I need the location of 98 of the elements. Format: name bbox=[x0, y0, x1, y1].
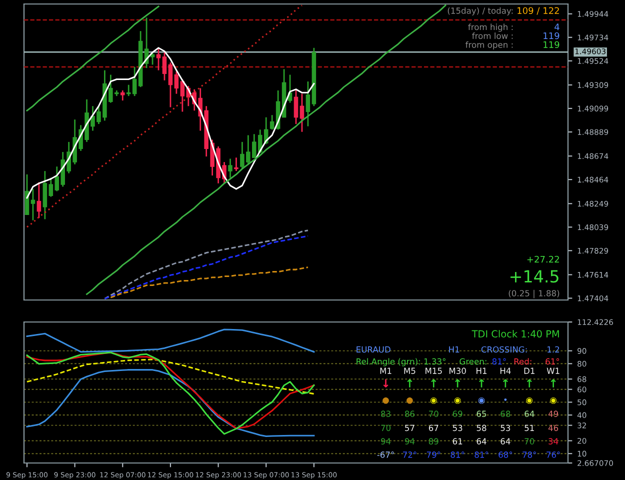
annotation: 68 bbox=[500, 410, 510, 417]
annotation: M30 bbox=[449, 368, 466, 374]
annotation: +14.5 bbox=[510, 270, 558, 283]
annotation: ◉ bbox=[478, 397, 485, 404]
annotation: -67° bbox=[377, 452, 394, 458]
annotation: 58 bbox=[476, 424, 486, 432]
annotation: D1 bbox=[524, 368, 534, 374]
candlestick bbox=[294, 88, 298, 125]
annotation: ↑ bbox=[431, 379, 436, 388]
candlestick bbox=[156, 47, 161, 71]
annotation: 109 / 122 bbox=[518, 7, 559, 15]
candlestick bbox=[162, 52, 167, 82]
candlestick bbox=[120, 90, 125, 102]
annotation: from high : bbox=[468, 24, 513, 32]
candlestick bbox=[30, 188, 36, 221]
annotation: +27.22 bbox=[527, 256, 559, 263]
annotation: 65 bbox=[476, 410, 486, 417]
line-series bbox=[26, 358, 315, 395]
annotation: Green: bbox=[460, 358, 486, 365]
annotation: TDI Clock 1:40 PM bbox=[472, 330, 559, 338]
annotation: 1.2 bbox=[548, 346, 560, 352]
annotation: 70 bbox=[524, 438, 534, 444]
annotation: from low : bbox=[472, 32, 513, 39]
annotation: 57 bbox=[405, 424, 414, 432]
annotation: M1 bbox=[380, 368, 392, 374]
annotation: Red: bbox=[514, 358, 532, 365]
annotation: 78° bbox=[522, 452, 536, 458]
annotation: 94 bbox=[380, 438, 391, 444]
annotation: ● bbox=[382, 397, 389, 404]
candlestick bbox=[306, 80, 310, 127]
annotation: 61 bbox=[452, 438, 462, 444]
line-series bbox=[26, 4, 303, 228]
annotation: ◉ bbox=[550, 397, 556, 404]
annotation: 86 bbox=[404, 410, 414, 417]
annotation: 70 bbox=[429, 410, 438, 417]
annotation: H4 bbox=[500, 368, 511, 374]
annotation: 81° bbox=[474, 452, 488, 458]
candlestick bbox=[168, 62, 173, 108]
candlestick bbox=[234, 156, 238, 172]
annotation: 49 bbox=[548, 410, 558, 417]
line-series bbox=[110, 266, 309, 298]
annotation: 70 bbox=[381, 424, 391, 432]
annotation: 94 bbox=[404, 438, 415, 444]
annotation: EURAUD bbox=[356, 346, 390, 353]
line-series bbox=[26, 6, 160, 112]
annotation: 81° bbox=[450, 452, 464, 458]
annotation: from open : bbox=[466, 41, 513, 50]
line-series bbox=[26, 328, 315, 353]
annotation: • bbox=[504, 398, 507, 401]
annotation: 53 bbox=[452, 424, 462, 432]
line-series bbox=[26, 369, 315, 437]
annotation: 34 bbox=[548, 438, 558, 444]
annotation: ↑ bbox=[479, 379, 484, 388]
annotation: Rel.Angle (grn): 1.33° bbox=[356, 358, 446, 366]
annotation: 69 bbox=[452, 410, 462, 417]
annotation: 64 bbox=[476, 438, 486, 444]
annotation: ◉ bbox=[454, 397, 461, 404]
annotation: 64 bbox=[524, 410, 534, 417]
annotation: ↑ bbox=[550, 379, 556, 388]
annotation: ↑ bbox=[502, 379, 508, 388]
annotation: 46 bbox=[548, 424, 558, 432]
annotation: ● bbox=[406, 397, 413, 404]
annotation: CROSSING: bbox=[481, 346, 527, 353]
annotation: 76° bbox=[546, 452, 560, 458]
annotation: ↑ bbox=[455, 379, 460, 388]
annotation: 4 bbox=[554, 24, 560, 30]
annotation: 89 bbox=[428, 438, 438, 444]
annotation: 119 bbox=[544, 32, 560, 40]
annotation: 72° bbox=[402, 452, 416, 458]
annotation: M15 bbox=[426, 368, 442, 374]
annotation: 51 bbox=[524, 424, 534, 432]
annotation: 83 bbox=[381, 410, 390, 417]
annotation: 68° bbox=[498, 452, 512, 458]
annotation: M5 bbox=[404, 368, 416, 374]
annotation: ↑ bbox=[526, 379, 532, 388]
annotation: ◉ bbox=[430, 397, 437, 404]
annotation: 119 bbox=[544, 41, 560, 48]
annotation: W1 bbox=[546, 368, 560, 374]
candlestick bbox=[300, 93, 304, 133]
candlestick bbox=[36, 182, 42, 219]
annotation: H1 bbox=[449, 346, 460, 352]
annotation: (15day) / today: bbox=[448, 7, 513, 16]
annotation: 61° bbox=[546, 358, 560, 365]
annotation: 67 bbox=[428, 424, 438, 432]
annotation: ↑ bbox=[407, 379, 412, 388]
candlestick bbox=[270, 114, 274, 130]
annotation: 79° bbox=[426, 452, 440, 458]
annotation: ↓ bbox=[383, 379, 388, 388]
candlestick bbox=[42, 170, 48, 220]
line-series bbox=[86, 4, 446, 295]
annotation: (0.25 | 1.88) bbox=[508, 290, 560, 298]
candlestick bbox=[174, 70, 179, 94]
candlestick bbox=[228, 158, 232, 178]
annotation: 53 bbox=[500, 424, 510, 432]
annotation: H1 bbox=[476, 368, 487, 374]
annotation: 81° bbox=[492, 358, 506, 365]
annotation: ◉ bbox=[526, 397, 533, 404]
annotation: 64 bbox=[500, 438, 510, 444]
